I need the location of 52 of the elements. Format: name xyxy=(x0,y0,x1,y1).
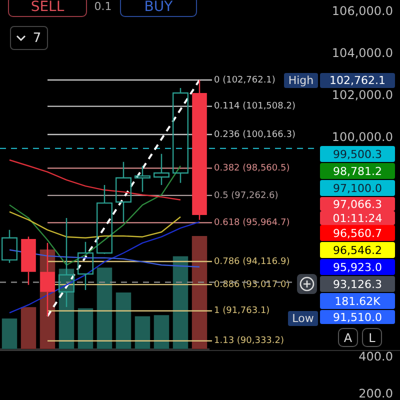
text: 93,126.3 xyxy=(320,276,395,292)
annotation: BUY xyxy=(120,0,197,17)
candlestick xyxy=(134,165,151,193)
text: 96,546.2 xyxy=(320,242,395,258)
text: 97,100.0 xyxy=(320,180,395,196)
bar xyxy=(78,308,94,349)
bar xyxy=(2,318,18,349)
candlestick xyxy=(96,184,113,254)
y-tick-label: 400.0 xyxy=(358,349,393,364)
text: 96,560.7 xyxy=(320,225,395,241)
bar xyxy=(172,256,188,349)
text: 97,066.3 xyxy=(320,197,395,211)
annotation: 7 xyxy=(32,30,42,48)
candlestick xyxy=(77,241,94,291)
ref-line-label: 0.382 (98,560.5) xyxy=(214,164,290,174)
candlestick xyxy=(172,87,189,184)
ref-line-label: 1.13 (90,333.2) xyxy=(214,336,284,346)
text: High xyxy=(284,73,318,88)
y-tick-label: 102,000.0 xyxy=(332,88,393,102)
ref-line-label: 0.5 (97,262.6) xyxy=(214,190,278,201)
ref-line-label: 0.786 (94,116.9) xyxy=(214,256,290,267)
text: 181.62K xyxy=(320,293,395,309)
bar xyxy=(134,316,150,349)
candlestick xyxy=(1,229,18,264)
text: 01:11:24 xyxy=(320,211,395,225)
text: 102,762.1 xyxy=(320,73,395,88)
text: 91,510.0 xyxy=(320,310,395,324)
ref-line-label: 0.886 (93,017.0) xyxy=(214,280,290,290)
y-tick-label: 100,000.0 xyxy=(332,130,393,144)
candlestick xyxy=(153,153,170,186)
y-tick-label: 106,000.0 xyxy=(332,4,393,18)
bar xyxy=(192,236,208,349)
annotation: 0.1 xyxy=(93,0,113,15)
text: A xyxy=(338,328,358,347)
ref-line-label: 0.236 (100,166.3) xyxy=(214,130,296,140)
bar xyxy=(116,292,132,349)
text: 98,781.2 xyxy=(320,163,395,179)
ref-line-label: 0.618 (95,964.7) xyxy=(214,218,290,228)
annotation: SELL xyxy=(8,0,87,17)
text: Low xyxy=(288,311,318,326)
text: 95,923.0 xyxy=(320,259,395,275)
y-tick-label: 104,000.0 xyxy=(332,46,393,60)
candlestick xyxy=(115,161,132,223)
text: L xyxy=(362,328,382,347)
y-tick-label: 200.0 xyxy=(358,386,393,400)
bar xyxy=(20,307,36,349)
bar xyxy=(154,315,170,349)
text: 99,500.3 xyxy=(320,146,395,162)
ref-line-label: 0.114 (101,508.2) xyxy=(214,102,296,112)
ref-line-label: 1 (91,763.1) xyxy=(214,306,270,316)
ref-line-label: 0 (102,762.1) xyxy=(214,75,276,86)
bar xyxy=(96,268,112,349)
